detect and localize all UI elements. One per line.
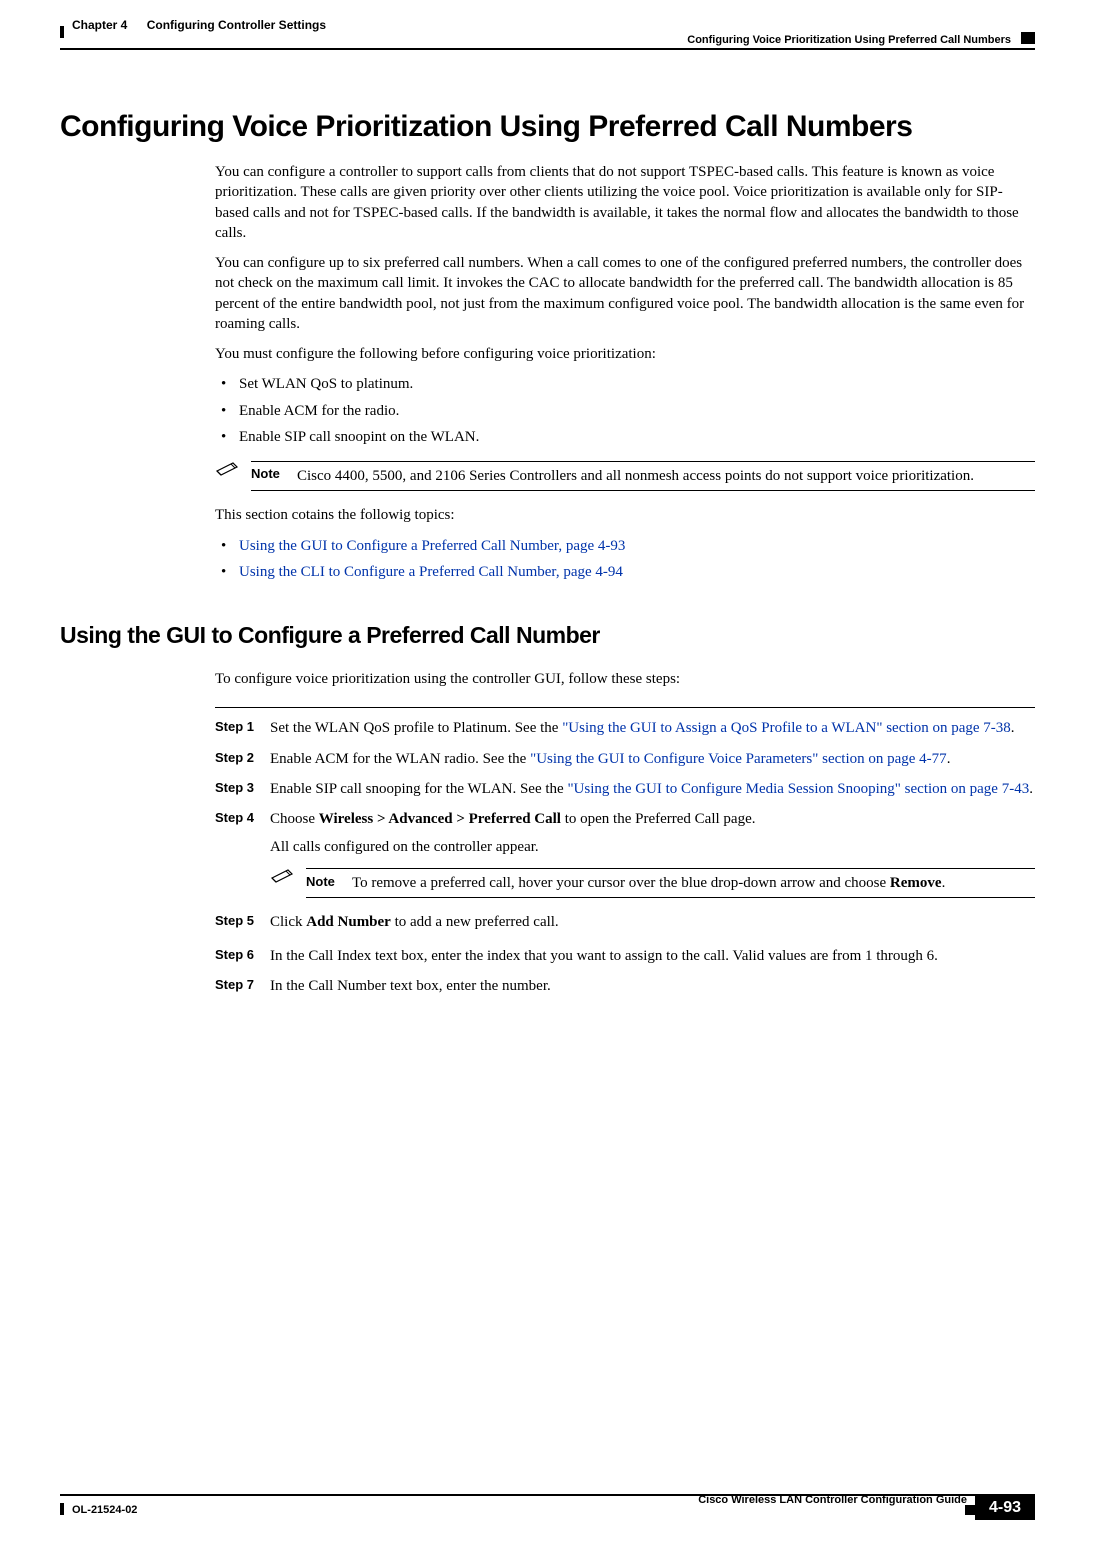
- topic-link[interactable]: Using the CLI to Configure a Preferred C…: [239, 564, 623, 580]
- topic-link[interactable]: Using the GUI to Configure a Preferred C…: [239, 538, 625, 554]
- page-content: Configuring Voice Prioritization Using P…: [60, 50, 1035, 997]
- step-text-post: .: [1011, 720, 1015, 736]
- note-label: Note: [306, 873, 342, 893]
- footer-left-marker: [60, 1503, 64, 1515]
- step-bold: Wireless > Advanced > Preferred Call: [319, 811, 561, 827]
- step-text-post: .: [1029, 781, 1033, 797]
- page-number: 4-93: [975, 1496, 1035, 1520]
- header-left-marker: [60, 26, 64, 38]
- prereq-item: Set WLAN QoS to platinum.: [215, 374, 1035, 394]
- step-text-post: to add a new preferred call.: [391, 914, 559, 930]
- note-pre: To remove a preferred call, hover your c…: [352, 875, 890, 891]
- gui-block: To configure voice prioritization using …: [215, 669, 1035, 997]
- step-body: Choose Wireless > Advanced > Preferred C…: [270, 809, 1035, 858]
- steps-list: Step 1 Set the WLAN QoS profile to Plati…: [215, 707, 1035, 996]
- step-text-post: to open the Preferred Call page.: [561, 811, 756, 827]
- step-text-post: .: [947, 751, 951, 767]
- gui-intro: To configure voice prioritization using …: [215, 669, 1035, 689]
- step-text: Enable SIP call snooping for the WLAN. S…: [270, 781, 567, 797]
- header-right-marker: [1021, 32, 1035, 44]
- step-note-row: Note To remove a preferred call, hover y…: [215, 868, 1035, 898]
- step-label: Step 2: [215, 749, 270, 769]
- step-label: Step 1: [215, 718, 270, 738]
- step-text: In the Call Index text box, enter the in…: [270, 948, 938, 964]
- step-row: Step 7 In the Call Number text box, ente…: [215, 976, 1035, 996]
- step-body: Enable ACM for the WLAN radio. See the "…: [270, 749, 1035, 769]
- main-heading: Configuring Voice Prioritization Using P…: [60, 110, 1035, 144]
- step-text: Enable ACM for the WLAN radio. See the: [270, 751, 530, 767]
- step-body: In the Call Number text box, enter the n…: [270, 976, 1035, 996]
- topics-list: Using the GUI to Configure a Preferred C…: [215, 536, 1035, 583]
- step-body: In the Call Index text box, enter the in…: [270, 946, 1035, 966]
- step-text: Click: [270, 914, 306, 930]
- step-link[interactable]: "Using the GUI to Assign a QoS Profile t…: [562, 720, 1011, 736]
- step-row: Step 1 Set the WLAN QoS profile to Plati…: [215, 718, 1035, 738]
- note-pencil-icon: [270, 868, 300, 884]
- step-bold: Add Number: [306, 914, 391, 930]
- page: Chapter 4 Configuring Controller Setting…: [0, 0, 1095, 1548]
- prereq-list: Set WLAN QoS to platinum. Enable ACM for…: [215, 374, 1035, 447]
- intro-para-2: You can configure up to six preferred ca…: [215, 253, 1035, 334]
- prereq-item: Enable ACM for the radio.: [215, 401, 1035, 421]
- step-label: Step 5: [215, 912, 270, 932]
- topic-link-item: Using the GUI to Configure a Preferred C…: [215, 536, 1035, 556]
- page-header: Chapter 4 Configuring Controller Setting…: [60, 0, 1035, 50]
- header-left: Chapter 4 Configuring Controller Setting…: [72, 18, 687, 46]
- step-note-body: Note To remove a preferred call, hover y…: [270, 868, 1035, 898]
- step-row: Step 3 Enable SIP call snooping for the …: [215, 779, 1035, 799]
- note-text: To remove a preferred call, hover your c…: [352, 873, 945, 893]
- step-body: Set the WLAN QoS profile to Platinum. Se…: [270, 718, 1035, 738]
- footer-right-marker: [965, 1505, 975, 1515]
- step-text: In the Call Number text box, enter the n…: [270, 978, 551, 994]
- chapter-title: Configuring Controller Settings: [147, 18, 326, 32]
- steps-top-rule: [215, 707, 1035, 708]
- step-body: Enable SIP call snooping for the WLAN. S…: [270, 779, 1035, 799]
- step-row: Step 4 Choose Wireless > Advanced > Pref…: [215, 809, 1035, 858]
- note-label: Note: [251, 466, 287, 486]
- prereq-item: Enable SIP call snoopint on the WLAN.: [215, 427, 1035, 447]
- note-bold: Remove: [890, 875, 942, 891]
- step-body: Click Add Number to add a new preferred …: [270, 912, 1035, 932]
- step-label: Step 6: [215, 946, 270, 966]
- note-text: Cisco 4400, 5500, and 2106 Series Contro…: [297, 466, 974, 486]
- step-label-empty: [215, 868, 270, 898]
- intro-para-3: You must configure the following before …: [215, 344, 1035, 364]
- step-row: Step 2 Enable ACM for the WLAN radio. Se…: [215, 749, 1035, 769]
- step-text: Set the WLAN QoS profile to Platinum. Se…: [270, 720, 562, 736]
- step-row: Step 6 In the Call Index text box, enter…: [215, 946, 1035, 966]
- step-link[interactable]: "Using the GUI to Configure Media Sessio…: [567, 781, 1029, 797]
- intro-para-1: You can configure a controller to suppor…: [215, 162, 1035, 243]
- step-link[interactable]: "Using the GUI to Configure Voice Parame…: [530, 751, 947, 767]
- step-label: Step 4: [215, 809, 270, 858]
- chapter-number: Chapter 4: [72, 18, 127, 32]
- footer-guide-title: Cisco Wireless LAN Controller Configurat…: [698, 1494, 967, 1506]
- note-block: Note Cisco 4400, 5500, and 2106 Series C…: [215, 461, 1035, 491]
- step-label: Step 3: [215, 779, 270, 799]
- sub-heading: Using the GUI to Configure a Preferred C…: [60, 622, 1035, 649]
- intro-block: You can configure a controller to suppor…: [215, 162, 1035, 582]
- step-subtext: All calls configured on the controller a…: [270, 837, 1035, 857]
- topic-link-item: Using the CLI to Configure a Preferred C…: [215, 562, 1035, 582]
- topics-intro: This section cotains the followig topics…: [215, 505, 1035, 525]
- page-footer: Cisco Wireless LAN Controller Configurat…: [60, 1494, 1035, 1520]
- note-post: .: [942, 875, 946, 891]
- note-pencil-icon: [215, 461, 245, 477]
- header-right-section: Configuring Voice Prioritization Using P…: [687, 18, 1011, 46]
- step-row: Step 5 Click Add Number to add a new pre…: [215, 912, 1035, 932]
- step-text: Choose: [270, 811, 319, 827]
- step-label: Step 7: [215, 976, 270, 996]
